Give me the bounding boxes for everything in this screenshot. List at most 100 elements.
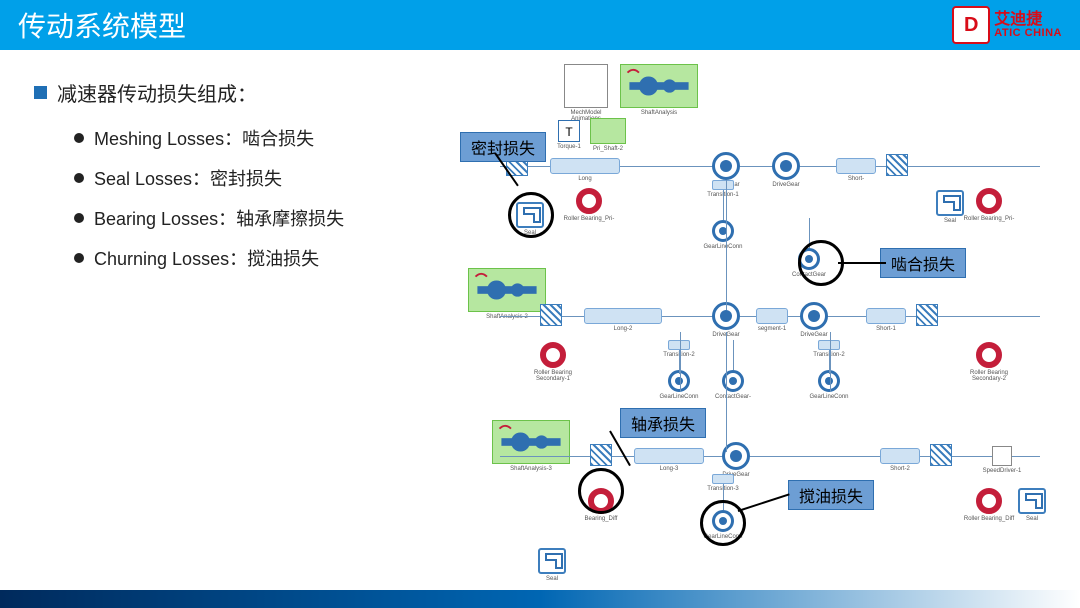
gear-wheel <box>800 302 828 330</box>
block-label: Short- <box>826 176 886 182</box>
transition-block <box>712 474 734 484</box>
text-panel: 减速器传动损失组成： Meshing Losses：啮合损失 Seal Losse… <box>0 50 420 608</box>
annotation-ring-icon <box>508 192 554 238</box>
block-label: Short-2 <box>870 466 930 472</box>
long-block <box>634 448 704 464</box>
block-label: Roller Bearing Secondary-1 <box>523 370 583 382</box>
block-label: Roller Bearing Secondary-2 <box>959 370 1019 382</box>
loss-item: Meshing Losses：啮合损失 <box>74 125 410 151</box>
loss-item: Seal Losses：密封损失 <box>74 165 410 191</box>
coupling-block <box>886 154 908 176</box>
loss-text: Bearing Losses：轴承摩擦损失 <box>94 205 344 231</box>
block-label: Roller Bearing_Diff <box>959 516 1019 522</box>
long-block <box>550 158 620 174</box>
loss-list: Meshing Losses：啮合损失 Seal Losses：密封损失 Beari… <box>34 125 410 271</box>
block-label: Short-1 <box>856 326 916 332</box>
annotation-tag: 搅油损失 <box>788 480 874 510</box>
short-block <box>880 448 920 464</box>
block-label: Long <box>555 176 615 182</box>
lead-text: 减速器传动损失组成： <box>57 78 257 107</box>
loss-item: Churning Losses：搅油损失 <box>74 245 410 271</box>
wire <box>500 456 1040 457</box>
bearing-donut <box>976 488 1002 514</box>
wire <box>830 332 831 392</box>
bullet-dot-icon <box>74 213 84 223</box>
short-block <box>866 308 906 324</box>
block-label: Pri_Shaft-2 <box>578 146 638 152</box>
block-label: SpeedDriver-1 <box>972 468 1032 474</box>
block-label: Seal <box>522 576 582 582</box>
lead-line: 减速器传动损失组成： <box>34 78 410 107</box>
block-label: ShaftAnalysis-2 <box>477 314 537 320</box>
transition-block <box>712 180 734 190</box>
annotation-ring-icon <box>700 500 746 546</box>
block-label: GearLineConn <box>649 394 709 400</box>
shaft-analysis-block <box>492 420 570 464</box>
shaft-analysis-block <box>620 64 698 108</box>
bearing-donut <box>540 342 566 368</box>
seal-block <box>936 190 964 216</box>
block-label: ContactGear- <box>703 394 763 400</box>
page-title: 传动系统模型 <box>18 5 186 45</box>
logo-mark-icon: D <box>952 6 990 44</box>
wire <box>680 332 681 392</box>
gear-wheel <box>712 152 740 180</box>
loss-text: Meshing Losses：啮合损失 <box>94 125 314 151</box>
annotation-leader <box>838 262 886 264</box>
transition-block <box>668 340 690 350</box>
seal-block <box>1018 488 1046 514</box>
long-block <box>584 308 662 324</box>
gear-conn <box>712 220 734 242</box>
logo-en: ATIC CHINA <box>994 28 1062 39</box>
coupling-block <box>930 444 952 466</box>
wire <box>726 332 727 452</box>
bearing-donut <box>976 342 1002 368</box>
gear-wheel <box>772 152 800 180</box>
bullet-dot-icon <box>74 173 84 183</box>
seal-block <box>538 548 566 574</box>
shaft-analysis-block <box>468 268 546 312</box>
bearing-donut <box>576 188 602 214</box>
short-block <box>836 158 876 174</box>
prishaft-block <box>590 118 626 144</box>
bearing-donut <box>976 188 1002 214</box>
wire <box>723 190 724 214</box>
annotation-tag: 啮合损失 <box>880 248 966 278</box>
block-label: GearLineConn <box>799 394 859 400</box>
coupling-block <box>916 304 938 326</box>
speed-driver <box>992 446 1012 466</box>
logo-text: 艾迪捷 ATIC CHINA <box>994 12 1062 39</box>
annotation-ring-icon <box>578 468 624 514</box>
loss-text: Seal Losses：密封损失 <box>94 165 282 191</box>
coupling-block <box>590 444 612 466</box>
bullet-dot-icon <box>74 253 84 263</box>
loss-text: Churning Losses：搅油损失 <box>94 245 319 271</box>
coupling-block <box>540 304 562 326</box>
wire <box>733 340 734 370</box>
logo-cn: 艾迪捷 <box>994 12 1062 28</box>
loss-item: Bearing Losses：轴承摩擦损失 <box>74 205 410 231</box>
block-label: Roller Bearing_Pri- <box>959 216 1019 222</box>
anim-block <box>564 64 608 108</box>
block-label: ShaftAnalysis <box>629 110 689 116</box>
bullet-square-icon <box>34 86 47 99</box>
block-label: Roller Bearing_Pri- <box>559 216 619 222</box>
logo: D 艾迪捷 ATIC CHINA <box>952 6 1062 44</box>
annotation-tag: 密封损失 <box>460 132 546 162</box>
annotation-leader <box>738 493 790 512</box>
torque-block: T <box>558 120 580 142</box>
wire <box>726 180 727 310</box>
block-label: Long-3 <box>639 466 699 472</box>
bullet-dot-icon <box>74 133 84 143</box>
footer-gradient <box>0 590 1080 608</box>
block-label: DriveGear <box>784 332 844 338</box>
block-label: ShaftAnalysis-3 <box>501 466 561 472</box>
transition-block <box>818 340 840 350</box>
annotation-tag: 轴承损失 <box>620 408 706 438</box>
diagram-panel: MechModel AnimationsShaftAnalysisShaftAn… <box>420 50 1080 608</box>
segment-block <box>756 308 788 324</box>
block-label: GearLineConn <box>693 244 753 250</box>
block-label: Long-2 <box>593 326 653 332</box>
block-label: Bearing_Diff <box>571 516 631 522</box>
title-bar: 传动系统模型 D 艾迪捷 ATIC CHINA <box>0 0 1080 50</box>
